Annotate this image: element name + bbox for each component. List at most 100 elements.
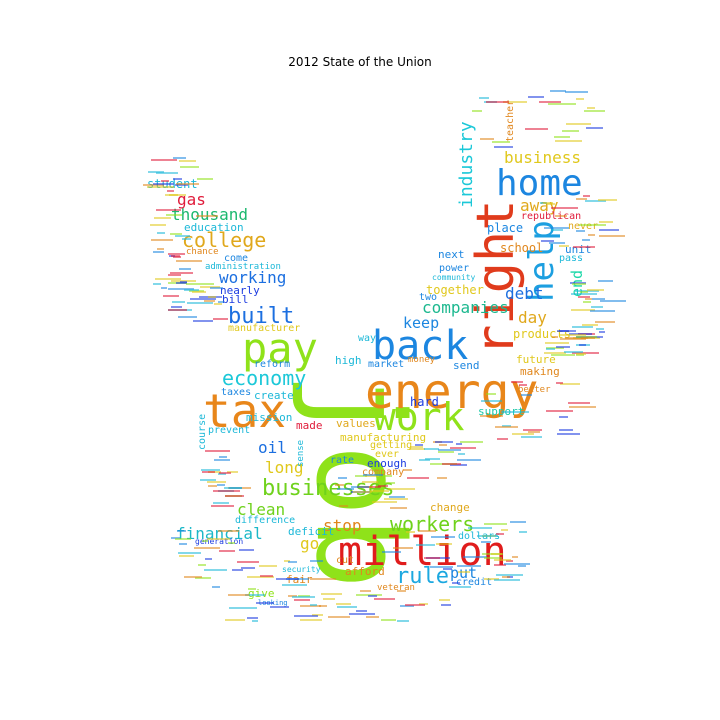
speckle — [511, 556, 519, 559]
speckle — [181, 238, 192, 241]
speckle — [455, 442, 463, 445]
word-course: course — [197, 413, 208, 450]
speckle — [599, 331, 606, 334]
speckle — [156, 232, 165, 235]
speckle — [335, 483, 345, 486]
speckle — [176, 530, 186, 533]
speckle — [226, 470, 239, 473]
speckle — [166, 190, 175, 193]
word-afford: afford — [345, 565, 385, 578]
speckle — [219, 550, 236, 553]
speckle — [554, 215, 568, 218]
speckle — [493, 578, 521, 581]
speckle — [584, 297, 593, 300]
speckle — [168, 274, 182, 277]
speckle — [142, 183, 164, 186]
speckle — [216, 484, 226, 487]
word-power: power — [439, 263, 470, 274]
speckle — [152, 182, 174, 185]
speckle — [362, 473, 384, 476]
speckle — [356, 609, 367, 612]
speckle — [299, 619, 323, 622]
speckle — [406, 531, 415, 534]
speckle — [589, 310, 616, 313]
speckle — [283, 560, 291, 563]
speckle — [251, 619, 258, 622]
speckle — [192, 319, 213, 322]
word-next: next — [438, 248, 465, 261]
speckle — [225, 495, 244, 498]
speckle — [440, 603, 451, 606]
speckle — [436, 542, 452, 545]
speckle — [155, 277, 181, 280]
word-community: community — [432, 273, 476, 282]
word-nearly: nearly — [220, 284, 260, 297]
word-industry: industry — [456, 121, 477, 209]
speckle — [194, 577, 212, 580]
word-two: two — [419, 292, 438, 303]
speckle — [523, 429, 542, 432]
speckle — [565, 90, 589, 93]
speckle — [187, 302, 214, 305]
word-away: away — [520, 196, 559, 215]
speckle — [178, 551, 201, 554]
speckle — [169, 272, 194, 275]
speckle — [201, 471, 216, 474]
word-rule: rule — [396, 564, 449, 589]
word-difference: difference — [235, 515, 296, 526]
speckle — [575, 198, 588, 201]
speckle — [423, 447, 439, 450]
speckle — [451, 582, 460, 585]
speckle — [294, 599, 310, 602]
speckle — [224, 486, 243, 489]
speckle — [150, 223, 167, 226]
speckle — [376, 482, 396, 485]
speckle — [443, 568, 452, 571]
speckle — [570, 308, 595, 311]
word-million: million — [338, 529, 507, 575]
speckle — [361, 480, 379, 483]
speckle — [349, 612, 375, 615]
word-future: future — [516, 353, 556, 366]
word-together: together — [426, 283, 484, 297]
speckle — [582, 323, 598, 326]
speckle — [397, 619, 410, 622]
speckle — [581, 238, 591, 241]
speckle — [438, 451, 455, 454]
speckle — [563, 351, 583, 354]
speckle — [360, 590, 371, 593]
speckle — [378, 475, 392, 478]
speckle — [517, 565, 526, 568]
speckle — [565, 337, 589, 340]
speckle — [573, 246, 596, 249]
speckle — [559, 330, 569, 333]
speckle — [500, 410, 529, 413]
speckle — [463, 556, 488, 559]
speckle — [207, 481, 226, 484]
speckle — [418, 458, 430, 461]
word-teacher: teacher — [505, 99, 516, 142]
speckle — [582, 300, 592, 303]
speckle — [154, 216, 171, 219]
speckle — [168, 288, 194, 291]
speckle — [467, 527, 492, 530]
word-companies: companies — [422, 298, 509, 317]
speckle — [157, 248, 165, 251]
speckle — [528, 430, 540, 433]
speckle — [599, 229, 619, 232]
speckle — [556, 381, 564, 384]
speckle — [599, 299, 626, 302]
speckle — [213, 459, 231, 462]
speckle — [587, 288, 605, 291]
speckle — [518, 530, 528, 533]
speckle — [579, 291, 589, 294]
speckle — [211, 505, 234, 508]
speckle — [579, 343, 586, 346]
speckle — [355, 474, 368, 477]
speckle — [495, 574, 523, 577]
word-keep: keep — [403, 314, 440, 332]
speckle — [374, 598, 395, 601]
speckle — [171, 306, 183, 309]
speckle — [232, 568, 243, 571]
speckle — [183, 575, 203, 578]
